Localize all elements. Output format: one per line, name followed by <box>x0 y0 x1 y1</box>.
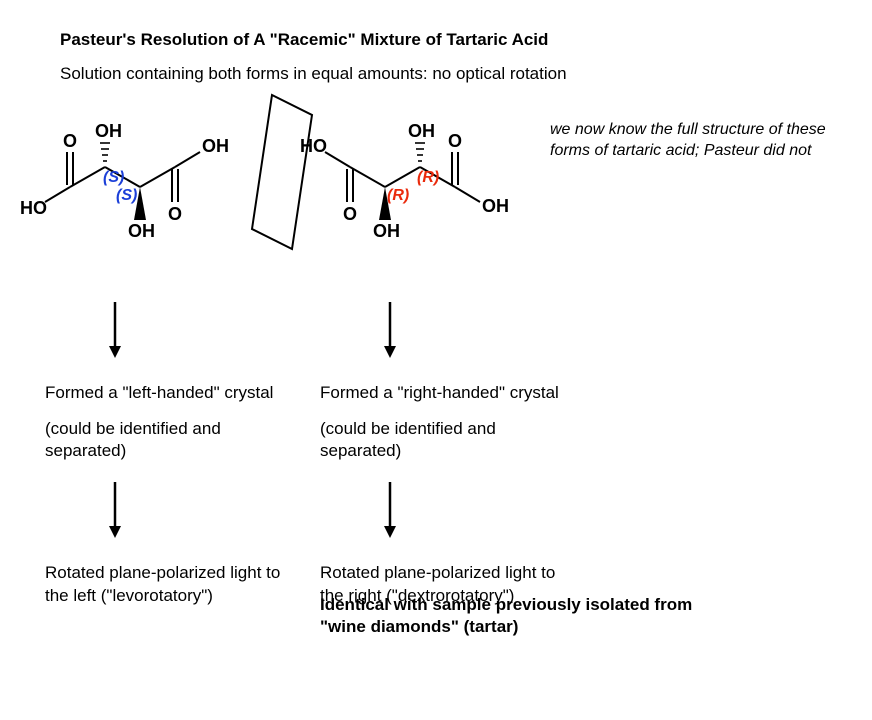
atom-oh: OH <box>408 121 435 141</box>
atom-oh: OH <box>128 221 155 241</box>
atom-ho: HO <box>300 136 327 156</box>
atom-oh: OH <box>202 136 229 156</box>
arrow-icon <box>320 480 580 546</box>
atom-oh: OH <box>373 221 400 241</box>
stereo-r2: (R) <box>387 187 409 204</box>
left-identified-text: (could be identified and separated) <box>45 418 305 462</box>
atom-o: O <box>168 204 182 224</box>
left-column: Formed a "left-handed" crystal (could be… <box>45 292 305 621</box>
stereo-s1: (S) <box>103 169 124 186</box>
atom-o: O <box>343 204 357 224</box>
arrow-icon <box>45 480 305 546</box>
structure-right: O HO OH OH O OH <box>300 102 520 257</box>
diagram-container: Pasteur's Resolution of A "Racemic" Mixt… <box>0 0 872 720</box>
structure-left: O HO OH OH O OH <box>20 102 240 257</box>
atom-oh: OH <box>95 121 122 141</box>
bottom-note: Identical with sample previously isolate… <box>320 594 740 638</box>
arrow-icon <box>45 300 305 366</box>
title: Pasteur's Resolution of A "Racemic" Mixt… <box>60 30 852 50</box>
atom-oh: OH <box>482 196 509 216</box>
right-identified-text: (could be identified and separated) <box>320 418 580 462</box>
structures-row: O HO OH OH O OH <box>60 102 852 282</box>
arrow-icon <box>320 300 580 366</box>
stereo-s2: (S) <box>116 187 137 204</box>
subtitle: Solution containing both forms in equal … <box>60 64 852 84</box>
left-crystal-text: Formed a "left-handed" crystal <box>45 382 305 404</box>
stereo-r1: (R) <box>417 169 439 186</box>
side-note: we now know the full structure of these … <box>550 120 850 162</box>
atom-ho: HO <box>20 198 47 218</box>
right-column: Formed a "right-handed" crystal (could b… <box>320 292 580 621</box>
atom-o: O <box>448 131 462 151</box>
left-rotation-text: Rotated plane-polarized light to the lef… <box>45 562 305 606</box>
right-crystal-text: Formed a "right-handed" crystal <box>320 382 580 404</box>
atom-o: O <box>63 131 77 151</box>
